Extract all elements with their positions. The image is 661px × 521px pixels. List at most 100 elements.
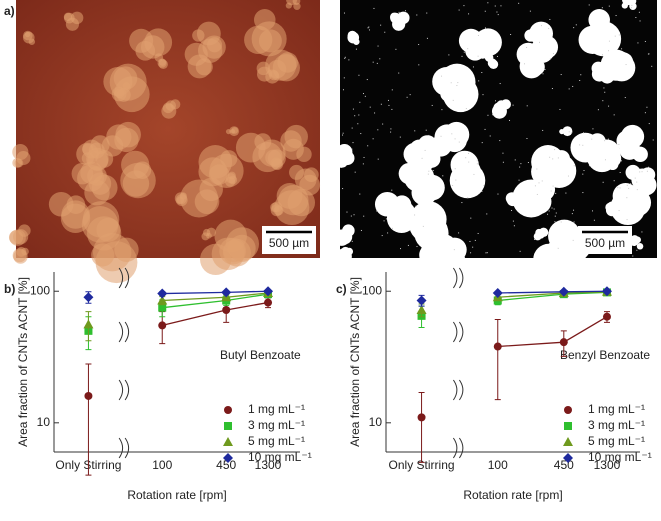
- axis-break: [452, 267, 458, 289]
- speck: [618, 210, 620, 212]
- marker: [83, 319, 94, 329]
- speck: [541, 180, 543, 182]
- x-axis-label: Rotation rate [rpm]: [127, 488, 226, 502]
- error-bar: [494, 318, 501, 401]
- speck: [582, 144, 584, 146]
- speck: [360, 229, 362, 231]
- patch: [200, 243, 232, 276]
- speck: [591, 138, 593, 140]
- speck: [463, 51, 465, 53]
- speck: [495, 100, 497, 102]
- patch: [340, 246, 351, 257]
- speck: [458, 232, 460, 234]
- speck: [614, 35, 616, 37]
- patch: [278, 184, 309, 216]
- speck: [377, 129, 379, 131]
- speck: [351, 148, 353, 150]
- legend-title: Benzyl Benzoate: [560, 348, 650, 362]
- x-tick-label: Only Stirring: [389, 458, 455, 472]
- speck: [358, 114, 360, 116]
- speck: [367, 27, 369, 29]
- speck: [496, 55, 498, 57]
- speck: [618, 144, 620, 146]
- marker: [222, 306, 231, 315]
- speck: [355, 48, 357, 50]
- patch: [629, 2, 637, 10]
- speck: [539, 41, 541, 43]
- speck: [342, 132, 344, 134]
- error-bar: [418, 391, 425, 463]
- patch: [634, 236, 642, 244]
- speck: [604, 159, 606, 161]
- speck: [568, 131, 570, 133]
- speck: [648, 166, 650, 168]
- speck: [540, 25, 542, 27]
- speck: [422, 225, 424, 227]
- speck: [602, 54, 604, 56]
- speck: [482, 94, 484, 96]
- speck: [478, 80, 480, 82]
- speck: [518, 2, 520, 4]
- speck: [391, 189, 393, 191]
- speck: [526, 105, 528, 107]
- speck: [626, 197, 628, 199]
- legend-marker: [564, 422, 572, 430]
- patch: [82, 201, 120, 238]
- legend-label: 10 mg mL⁻¹: [588, 450, 652, 464]
- speck: [554, 221, 556, 223]
- speck: [377, 158, 379, 160]
- speck: [362, 93, 364, 95]
- speck: [343, 77, 345, 79]
- speck: [395, 48, 397, 50]
- speck: [484, 10, 486, 12]
- patch: [282, 138, 304, 160]
- speck: [485, 252, 487, 254]
- patch: [277, 52, 298, 73]
- axis-break: [458, 379, 464, 401]
- speck: [571, 213, 573, 215]
- patch: [192, 29, 205, 42]
- x-axis-label: Rotation rate [rpm]: [463, 488, 562, 502]
- legend-label: 5 mg mL⁻¹: [248, 434, 305, 448]
- speck: [372, 61, 374, 63]
- axis-break: [452, 437, 458, 459]
- marker: [558, 286, 569, 297]
- speck: [636, 249, 638, 251]
- speck: [527, 162, 529, 164]
- speck: [448, 54, 450, 56]
- speck: [514, 159, 516, 161]
- patch: [451, 82, 459, 90]
- speck: [357, 123, 359, 125]
- patch: [552, 150, 571, 168]
- speck: [391, 227, 393, 229]
- patch: [347, 31, 360, 44]
- speck: [573, 27, 575, 29]
- legend-marker: [223, 437, 233, 446]
- speck: [582, 173, 584, 175]
- speck: [470, 217, 472, 219]
- speck: [557, 247, 559, 249]
- speck: [432, 170, 434, 172]
- patch: [519, 54, 544, 79]
- speck: [499, 83, 501, 85]
- speck: [497, 193, 499, 195]
- speck: [428, 170, 430, 172]
- speck: [425, 129, 427, 131]
- patch: [158, 59, 168, 70]
- speck: [468, 161, 470, 163]
- speck: [520, 163, 522, 165]
- speck: [536, 193, 538, 195]
- speck: [363, 215, 365, 217]
- speck: [454, 138, 456, 140]
- speck: [635, 16, 637, 18]
- patch: [63, 12, 75, 24]
- speck: [604, 140, 606, 142]
- speck: [382, 123, 384, 125]
- speck: [638, 11, 640, 13]
- speck: [360, 133, 362, 135]
- fit-line: [162, 290, 269, 295]
- speck: [560, 221, 562, 223]
- speck: [424, 149, 426, 151]
- patch: [70, 11, 84, 25]
- axis-break: [124, 321, 130, 343]
